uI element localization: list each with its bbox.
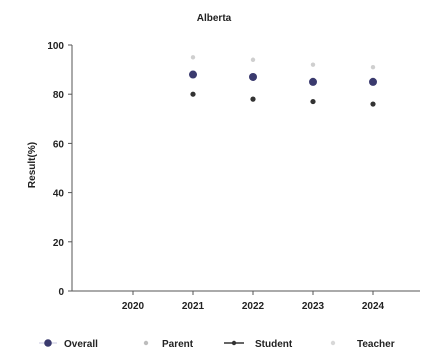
legend-label-overall: Overall xyxy=(64,339,98,350)
x-ticks: 2020 2021 2022 2023 2024 xyxy=(122,291,385,312)
point-overall xyxy=(189,70,197,79)
point-overall xyxy=(249,72,257,81)
legend-marker-teacher xyxy=(330,340,336,346)
point-student xyxy=(310,98,316,105)
y-ticks: 0 20 40 60 80 100 xyxy=(47,41,72,298)
chart-title: Alberta xyxy=(197,13,232,24)
x-tick-label: 2020 xyxy=(122,301,145,312)
legend-label-teacher: Teacher xyxy=(357,339,395,350)
data-points xyxy=(189,55,377,107)
y-tick-label: 0 xyxy=(58,287,64,298)
x-tick-label: 2024 xyxy=(362,301,385,312)
point-parent xyxy=(310,62,316,67)
point-parent xyxy=(370,64,376,70)
legend-label-parent: Parent xyxy=(162,339,194,350)
x-tick-label: 2023 xyxy=(302,301,325,312)
x-tick-label: 2022 xyxy=(242,301,265,312)
legend-marker-parent xyxy=(143,340,149,346)
point-overall xyxy=(369,77,377,86)
x-tick-label: 2021 xyxy=(182,301,205,312)
point-student xyxy=(370,101,376,107)
y-tick-label: 80 xyxy=(53,90,65,101)
point-parent xyxy=(190,55,196,60)
point-student xyxy=(190,91,196,97)
legend-label-student: Student xyxy=(255,339,293,350)
y-tick-label: 40 xyxy=(53,189,65,200)
y-tick-label: 20 xyxy=(53,238,65,249)
point-student xyxy=(250,96,256,102)
y-tick-label: 60 xyxy=(53,139,65,150)
y-axis-label: Result(%) xyxy=(27,142,38,188)
point-overall xyxy=(309,77,317,86)
point-parent xyxy=(250,57,256,62)
y-tick-label: 100 xyxy=(47,41,64,52)
legend: Overall Parent Student Teacher xyxy=(39,339,395,350)
legend-marker-dot-student xyxy=(231,340,237,346)
legend-marker-overall xyxy=(44,339,52,347)
